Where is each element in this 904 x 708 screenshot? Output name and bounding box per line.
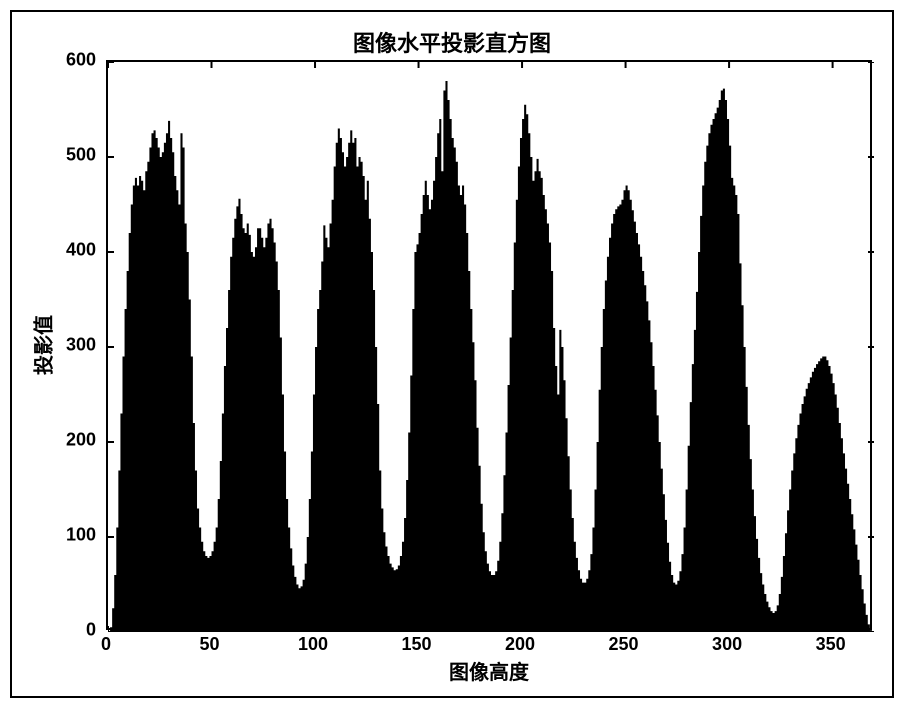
bar-histogram (108, 62, 874, 632)
x-tick-label: 250 (609, 634, 639, 655)
x-tick-label: 50 (199, 634, 219, 655)
chart-title: 图像水平投影直方图 (12, 26, 892, 58)
y-tick-label: 200 (66, 430, 96, 451)
x-axis-label: 图像高度 (449, 656, 529, 685)
x-tick-label: 200 (505, 634, 535, 655)
y-tick-label: 500 (66, 145, 96, 166)
x-tick-label: 150 (402, 634, 432, 655)
y-tick-label: 300 (66, 335, 96, 356)
y-tick-label: 0 (86, 620, 96, 641)
y-axis-label: 投影值 (28, 315, 57, 375)
y-tick-label: 400 (66, 240, 96, 261)
x-tick-label: 100 (298, 634, 328, 655)
x-tick-label: 0 (101, 634, 111, 655)
plot-area (106, 60, 872, 630)
x-tick-label: 300 (712, 634, 742, 655)
bars (108, 81, 874, 632)
y-tick-label: 600 (66, 50, 96, 71)
y-tick-label: 100 (66, 525, 96, 546)
figure-frame: 图像水平投影直方图 图像高度 投影值 0 50 100 150 200 250 300 350… (10, 10, 894, 698)
x-tick-label: 350 (816, 634, 846, 655)
